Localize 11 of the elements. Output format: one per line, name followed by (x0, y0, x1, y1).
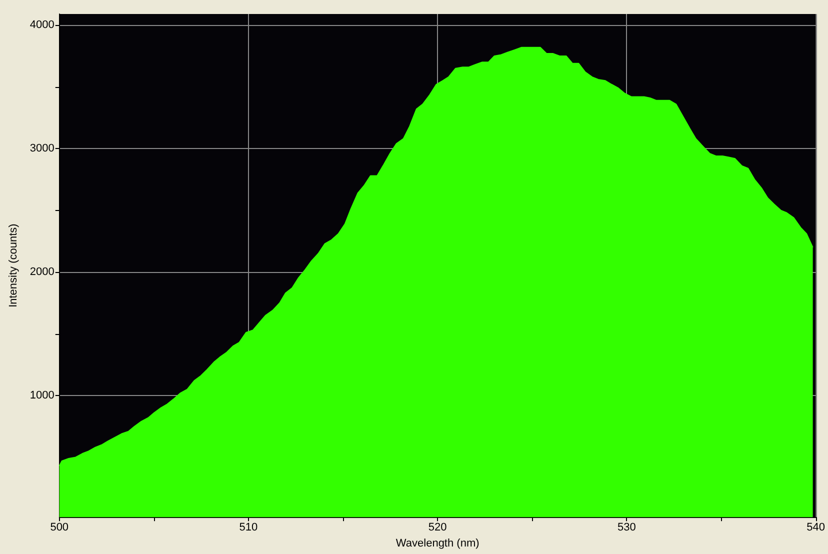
x-tick-label: 520 (428, 522, 447, 534)
x-tick-label: 530 (618, 522, 636, 534)
y-tick-label: 4000 (30, 19, 54, 32)
y-tick-label: 3000 (30, 142, 54, 155)
y-tick-label: 1000 (30, 389, 54, 402)
x-tick-label: 510 (239, 522, 258, 534)
y-axis-title: Intensity (counts) (8, 224, 20, 308)
y-tick-label: 2000 (30, 266, 54, 278)
x-tick-label: 540 (806, 522, 826, 534)
x-axis-title: Wavelength (nm) (396, 538, 480, 550)
x-tick-label: 500 (50, 522, 69, 534)
